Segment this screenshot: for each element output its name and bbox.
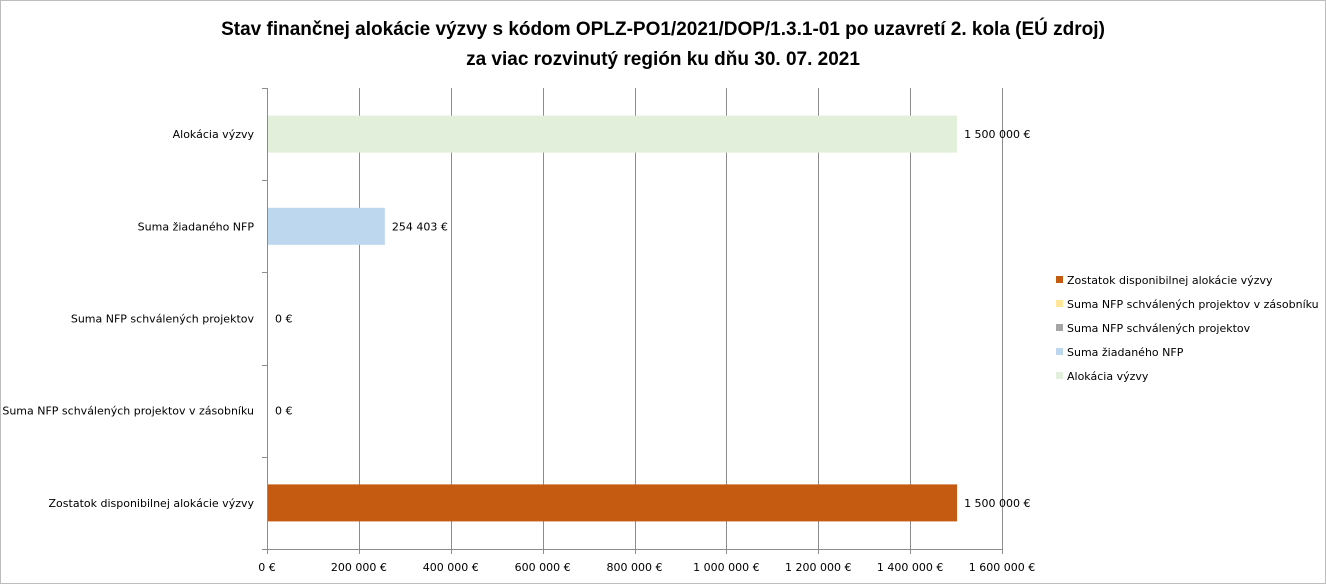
data-label: 0 € bbox=[275, 313, 293, 326]
x-tick-label: 1 400 000 € bbox=[877, 561, 943, 574]
x-tick-label: 800 000 € bbox=[607, 561, 663, 574]
legend-swatch bbox=[1056, 372, 1063, 379]
bar bbox=[268, 484, 958, 522]
category-label: Suma NFP schválených projektov bbox=[71, 313, 255, 326]
data-label: 1 500 000 € bbox=[964, 497, 1030, 510]
category-label: Suma NFP schválených projektov v zásobní… bbox=[2, 405, 254, 418]
legend: Zostatok disponibilnej alokácie výzvy Sum… bbox=[1056, 274, 1319, 383]
chart-title-line-1: Stav finančnej alokácie výzvy s kódom OP… bbox=[221, 18, 1105, 40]
category-label: Suma žiadaného NFP bbox=[138, 220, 255, 233]
legend-swatch bbox=[1056, 300, 1063, 307]
plot-area: 0 € 200 000 € 400 000 € 600 000 € 800 000 € 1… bbox=[2, 88, 1035, 574]
legend-label: Suma žiadaného NFP bbox=[1067, 346, 1184, 359]
x-tick-label: 600 000 € bbox=[515, 561, 571, 574]
legend-swatch bbox=[1056, 324, 1063, 331]
x-tick-label: 400 000 € bbox=[423, 561, 479, 574]
legend-label: Suma NFP schválených projektov bbox=[1067, 322, 1251, 335]
bar bbox=[268, 115, 958, 153]
legend-label: Zostatok disponibilnej alokácie výzvy bbox=[1067, 274, 1273, 287]
x-tick-label: 0 € bbox=[258, 561, 276, 574]
legend-label: Alokácia výzvy bbox=[1067, 370, 1149, 383]
category-label: Zostatok disponibilnej alokácie výzvy bbox=[49, 497, 255, 510]
chart-title-line-2: za viac rozvinutý región ku dňu 30. 07. … bbox=[466, 49, 860, 70]
x-tick-label: 1 600 000 € bbox=[969, 561, 1035, 574]
category-label: Alokácia výzvy bbox=[173, 128, 255, 141]
data-label: 1 500 000 € bbox=[964, 128, 1030, 141]
x-tick-label: 1 200 000 € bbox=[785, 561, 851, 574]
legend-swatch bbox=[1056, 276, 1063, 283]
data-label: 0 € bbox=[275, 405, 293, 418]
bar bbox=[268, 207, 385, 245]
data-label: 254 403 € bbox=[392, 220, 448, 233]
x-tick-label: 200 000 € bbox=[331, 561, 387, 574]
legend-swatch bbox=[1056, 348, 1063, 355]
x-tick-label: 1 000 000 € bbox=[693, 561, 759, 574]
legend-label: Suma NFP schválených projektov v zásobní… bbox=[1067, 298, 1319, 311]
